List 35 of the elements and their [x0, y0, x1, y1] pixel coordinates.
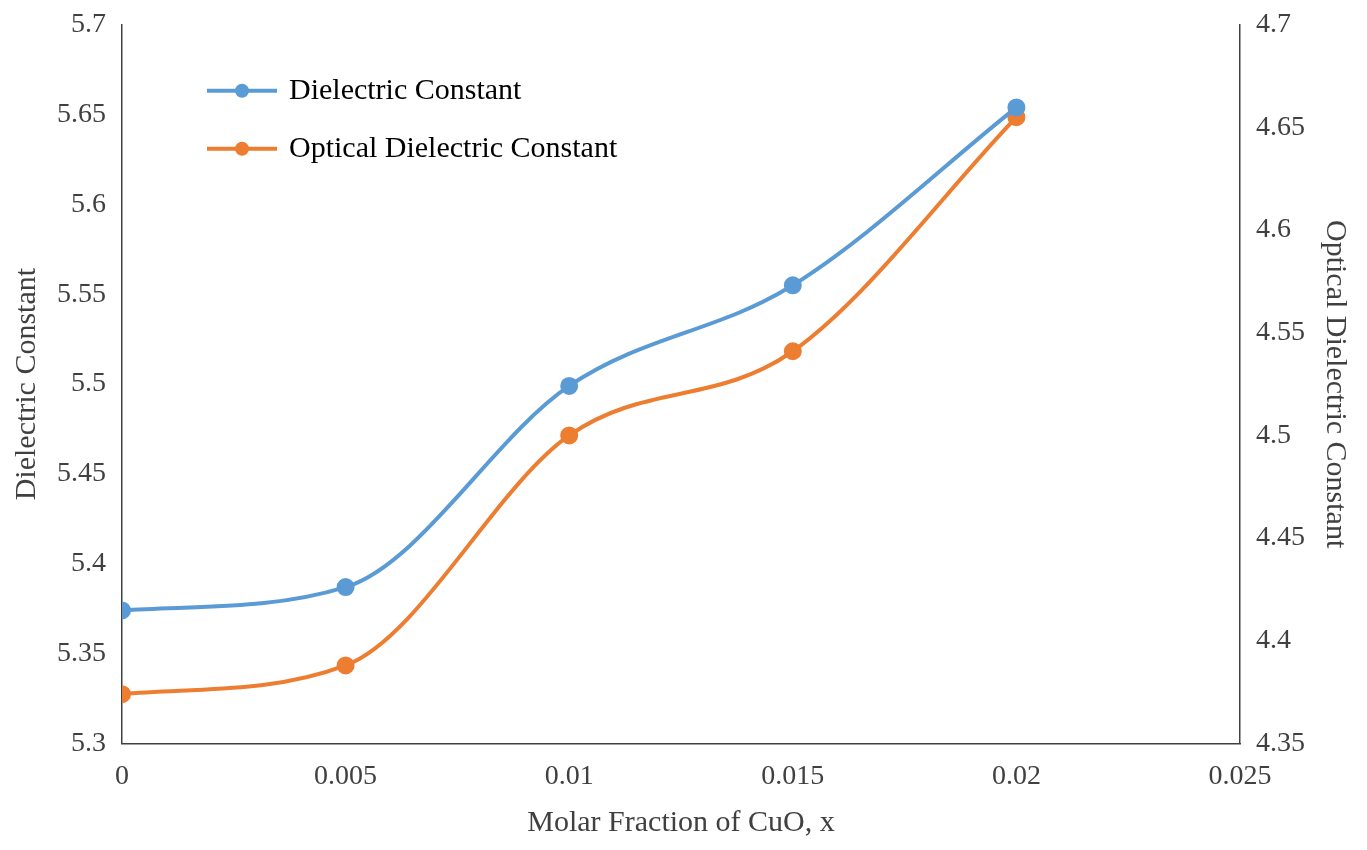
y2-tick-label: 4.7 [1256, 7, 1291, 39]
y2-tick-label: 4.4 [1256, 623, 1291, 655]
y-axis-title: Dielectric Constant [7, 267, 41, 501]
x-tick-label: 0.025 [1208, 758, 1272, 790]
y2-tick-label: 4.55 [1256, 315, 1305, 347]
x-tick-label: 0.02 [991, 758, 1041, 790]
point [783, 342, 802, 361]
y-tick-label: 5.35 [57, 635, 106, 667]
legend-label: Dielectric Constant [289, 71, 523, 105]
y-tick-label: 5.55 [57, 276, 106, 308]
y2-axis-title: Optical Dielectric Constant [1321, 219, 1355, 549]
x-tick-label: 0.005 [314, 758, 378, 790]
y2-tick-label: 4.35 [1256, 725, 1305, 757]
y2-tick-label: 4.5 [1256, 417, 1291, 449]
y2-tick-label: 4.65 [1256, 109, 1305, 141]
point [560, 426, 579, 445]
point [560, 376, 579, 395]
legend-label: Optical Dielectric Constant [289, 129, 618, 163]
y2-tick-label: 4.45 [1256, 520, 1305, 552]
x-tick-label: 0.01 [544, 758, 594, 790]
x-tick-label: 0.015 [761, 758, 825, 790]
point [336, 656, 355, 675]
x-axis-title: Molar Fraction of CuO, x [527, 803, 835, 837]
y-tick-label: 5.5 [71, 366, 106, 398]
point [783, 276, 802, 295]
y-tick-label: 5.7 [71, 7, 106, 39]
y-tick-label: 5.4 [71, 546, 106, 578]
y-tick-label: 5.65 [57, 96, 106, 128]
y-tick-label: 5.3 [71, 725, 106, 757]
point [1007, 98, 1026, 117]
point [336, 578, 355, 597]
x-tick-label: 0 [115, 758, 129, 790]
y2-tick-label: 4.6 [1256, 212, 1291, 244]
y-tick-label: 5.45 [57, 456, 106, 488]
y-tick-label: 5.6 [71, 186, 106, 218]
